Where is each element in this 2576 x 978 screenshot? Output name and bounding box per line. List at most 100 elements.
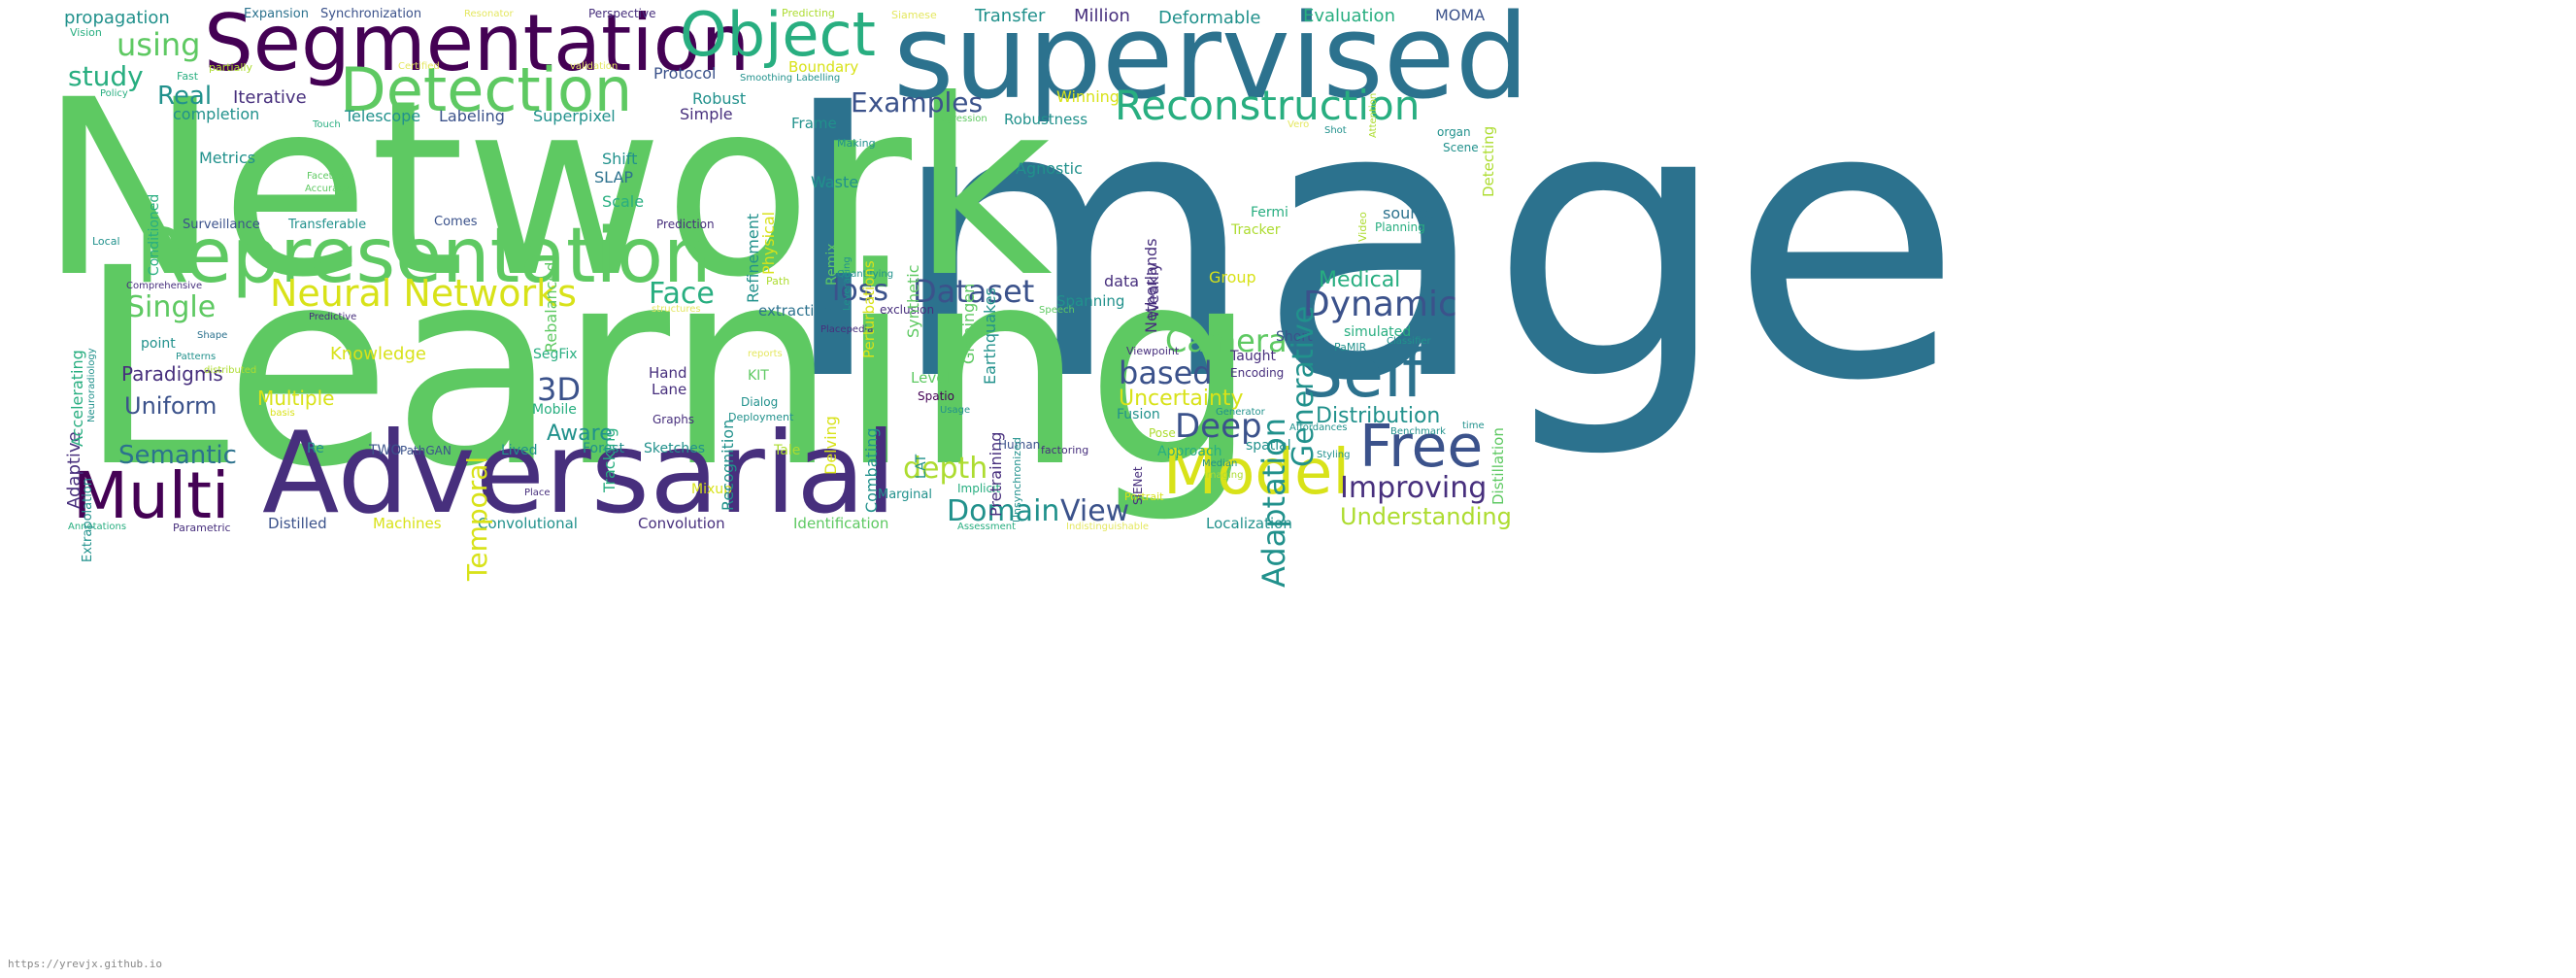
cloud-word-temporal: Temporal [461,455,493,581]
cloud-word-perspective: Perspective [588,7,656,20]
cloud-word-distribution: Distribution [1316,404,1441,428]
cloud-word-planning: Planning [1375,220,1425,234]
cloud-word-comes: Comes [434,215,478,229]
cloud-word-path: Path [766,275,790,287]
cloud-word-detecting: Detecting [1480,125,1497,197]
cloud-word-semantic: Semantic [118,441,237,470]
cloud-word-data: data [1104,272,1140,290]
cloud-word-free: Free [1359,413,1484,481]
cloud-word-convolution: Convolution [638,515,725,532]
cloud-word-transfer: Transfer [975,6,1046,26]
cloud-word-validation: validation [570,61,619,72]
cloud-word-hand: Hand [649,364,687,382]
cloud-word-real: Real [157,82,213,111]
cloud-word-imaging: imaging [1204,470,1244,481]
cloud-word-speech: Speech [1039,305,1075,316]
cloud-word-viewpoint: Viewpoint [1126,345,1180,357]
cloud-word-rebalanced: Rebalanced [542,261,560,353]
cloud-word-slap: SLAP [594,168,634,186]
cloud-word-identification: Identification [793,515,889,532]
cloud-word-localization: Localization [1206,515,1292,532]
cloud-word-network: Network [39,48,1053,330]
cloud-word-3d: 3D [537,371,581,408]
cloud-word-multi: Multi [73,458,230,533]
cloud-word-mobile: Mobile [532,402,577,418]
cloud-word-median: Median [1202,458,1238,469]
cloud-word-simple: Simple [680,105,733,123]
cloud-word-pose: Pose [1149,426,1176,440]
cloud-word-marginal: Marginal [878,488,932,502]
cloud-word-expansion: Expansion [244,7,309,21]
cloud-word-leveraging: Leveraging [842,256,853,311]
cloud-word-evaluation: Evaluation [1303,6,1395,26]
cloud-word-object: Object [680,0,876,70]
cloud-word-deployment: Deployment [728,411,794,423]
cloud-word-completion: completion [173,105,260,123]
cloud-word-patterns: Patterns [176,352,217,362]
cloud-word-neural-networks: Neural Networks [270,272,577,315]
cloud-word-supervised: supervised [893,0,1529,125]
cloud-word-reconstruction: Reconstruction [1115,82,1421,129]
cloud-word-policy: Policy [100,88,128,99]
cloud-word-transferable: Transferable [288,218,367,232]
cloud-word-robustness: Robustness [1004,111,1088,128]
cloud-word-labelling: Labelling [796,73,841,84]
cloud-word-accelerating: Accelerating [68,350,86,447]
cloud-word-attention: Attention [1368,92,1379,138]
cloud-word-organ: organ [1437,125,1471,139]
cloud-word-frame: Frame [791,115,837,132]
cloud-word-predictive: Predictive [309,312,357,322]
cloud-word-time: time [1462,421,1485,431]
cloud-word-distilled: Distilled [268,515,327,532]
cloud-word-resonator: Resonator [464,9,514,19]
cloud-word-two: TWO [369,443,402,458]
cloud-word-face: Face [649,277,715,311]
cloud-word-encoding: Encoding [1230,366,1285,380]
cloud-word-taught: Taught [1230,349,1276,364]
cloud-word-lane: Lane [652,381,687,398]
cloud-word-distributed: distributed [204,365,257,376]
cloud-word-representation: Representation [136,213,712,300]
cloud-word-siamese: Siamese [891,9,937,21]
cloud-word-understanding: Understanding [1340,503,1512,530]
cloud-word-usage: Usage [940,405,971,416]
cloud-word-shift: Shift [602,150,638,168]
cloud-word-machines: Machines [373,515,442,532]
cloud-word-fusion: Fusion [1117,407,1160,422]
cloud-word-multiple: Multiple [257,387,335,410]
cloud-word-synthetic: Synthetic [904,264,922,338]
cloud-word-simulated: simulated [1344,324,1412,340]
cloud-word-local: Local [92,235,120,248]
cloud-word-million: Million [1074,6,1130,26]
cloud-word-spatio: Spatio [918,389,954,403]
cloud-word-place: Place [524,488,551,498]
cloud-word-winning: Winning [1056,87,1120,106]
cloud-word-adversarial: Adversarial [262,408,897,539]
cloud-word-vero: Vero [1288,119,1310,130]
cloud-word-remix: Remix [824,243,840,286]
cloud-word-protocol: Protocol [653,64,717,83]
cloud-word-adaptation: Adaptation [1255,417,1292,588]
cloud-word-based: based [1119,354,1213,391]
cloud-word-superpixel: Superpixel [533,107,616,125]
cloud-word-styling: Styling [1317,450,1351,460]
cloud-word-implicit: Implicit [957,482,1001,495]
cloud-word-labeling: Labeling [439,107,505,125]
cloud-word-faceted: Faceted [307,171,346,182]
cloud-word-view: View [1060,494,1130,528]
cloud-word-human: Human [998,438,1041,452]
cloud-word-factoring: factoring [1041,444,1089,456]
cloud-word-exclusion: exclusion [880,303,935,317]
cloud-word-tracker: Tracker [1231,222,1281,238]
cloud-word-mixup: Mixup [691,482,733,497]
cloud-word-spatial: spatial [1246,438,1291,454]
cloud-word-domain: Domain [947,494,1060,528]
cloud-word-study: study [68,60,144,92]
cloud-word-level: Level [911,369,950,387]
cloud-word-deep: Deep [1175,407,1262,446]
cloud-word-delving: Delving [821,416,840,475]
cloud-word-detection: Detection [340,54,633,125]
cloud-word-fast: Fast [177,70,199,83]
cloud-word-prediction: Prediction [656,218,715,231]
